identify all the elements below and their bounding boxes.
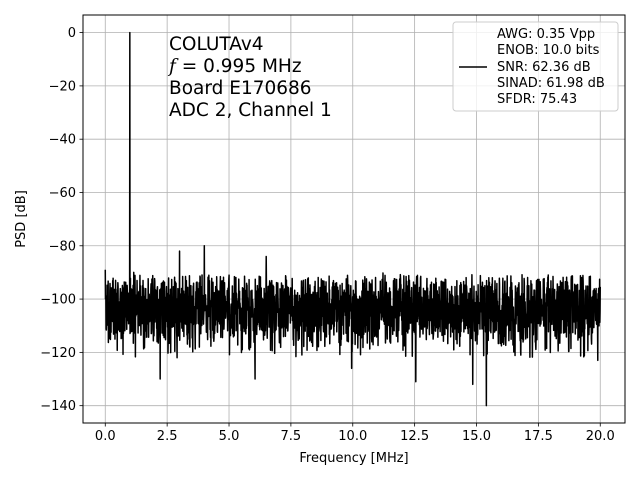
y-tick-label: −60 bbox=[49, 186, 76, 201]
legend-box bbox=[452, 21, 619, 112]
annotation-device: COLUTAv4 bbox=[169, 34, 264, 55]
legend-awg: AWG: 0.35 Vpp bbox=[497, 27, 595, 42]
annotation-channel: ADC 2, Channel 1 bbox=[169, 100, 332, 121]
x-tick-label: 10.0 bbox=[338, 429, 367, 444]
annotation-board: Board E170686 bbox=[169, 78, 312, 99]
legend-sinad: SINAD: 61.98 dB bbox=[497, 76, 605, 91]
legend-snr: SNR: 62.36 dB bbox=[497, 60, 591, 75]
y-tick-label: 0 bbox=[68, 26, 76, 41]
annotation-frequency-value: = 0.995 MHz bbox=[176, 56, 302, 77]
legend-enob: ENOB: 10.0 bits bbox=[497, 43, 600, 58]
y-tick-label: −100 bbox=[40, 293, 76, 308]
psd-series-line bbox=[104, 31, 601, 407]
x-tick-label: 17.5 bbox=[524, 429, 553, 444]
x-tick-label: 5.0 bbox=[219, 429, 240, 444]
y-tick-label: −140 bbox=[40, 399, 76, 414]
x-tick-label: 0.0 bbox=[95, 429, 116, 444]
legend-sfdr: SFDR: 75.43 bbox=[497, 92, 577, 107]
y-axis-label: PSD [dB] bbox=[14, 190, 29, 248]
psd-trace bbox=[104, 31, 601, 407]
annotation-frequency: f = 0.995 MHz bbox=[167, 56, 302, 77]
plot-frame bbox=[82, 14, 626, 424]
x-axis: 0.0 2.5 5.0 7.5 10.0 12.5 15.0 17.5 20.0 bbox=[95, 423, 615, 444]
x-tick-label: 15.0 bbox=[462, 429, 491, 444]
y-tick-label: −80 bbox=[49, 239, 76, 254]
x-tick-label: 2.5 bbox=[157, 429, 178, 444]
y-tick-label: −40 bbox=[49, 133, 76, 148]
x-tick-label: 12.5 bbox=[400, 429, 429, 444]
y-tick-label: −120 bbox=[40, 346, 76, 361]
y-tick-label: −20 bbox=[49, 79, 76, 94]
x-tick-label: 7.5 bbox=[281, 429, 302, 444]
y-axis: 0 −20 −40 −60 −80 −100 −120 −140 bbox=[40, 26, 83, 414]
legend: AWG: 0.35 Vpp ENOB: 10.0 bits SNR: 62.36… bbox=[452, 21, 619, 112]
x-tick-label: 20.0 bbox=[586, 429, 615, 444]
x-axis-label: Frequency [MHz] bbox=[299, 451, 408, 466]
info-annotation: COLUTAv4 f = 0.995 MHz Board E170686 ADC… bbox=[167, 34, 332, 121]
